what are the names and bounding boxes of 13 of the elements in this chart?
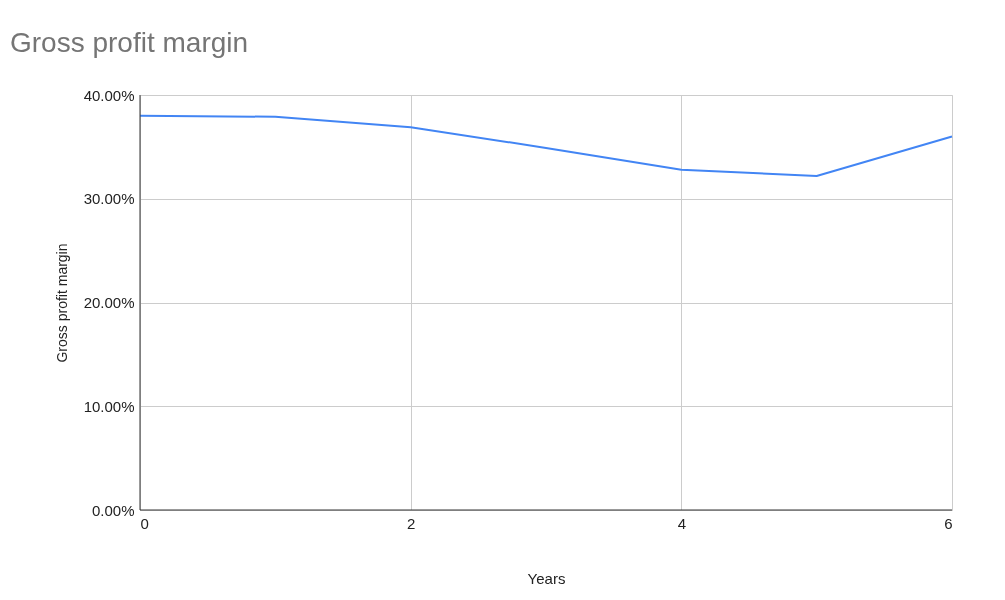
y-axis-title: Gross profit margin [53,243,70,363]
x-tick-label: 2 [406,514,416,532]
chart-title: Gross profit margin [10,27,249,58]
line-series [139,114,953,177]
y-tick-label: 10.00% [83,397,135,415]
y-tick-label: 20.00% [83,294,135,311]
y-tick-label: 40.00% [83,86,135,104]
y-tick-label: 0.00% [91,501,135,519]
x-tick-label: 6 [944,514,953,532]
x-tick-label: 0 [140,514,149,532]
x-axis-title: Years [527,569,566,587]
x-tick-label: 4 [677,514,687,532]
y-tick-label: 30.00% [83,190,135,208]
